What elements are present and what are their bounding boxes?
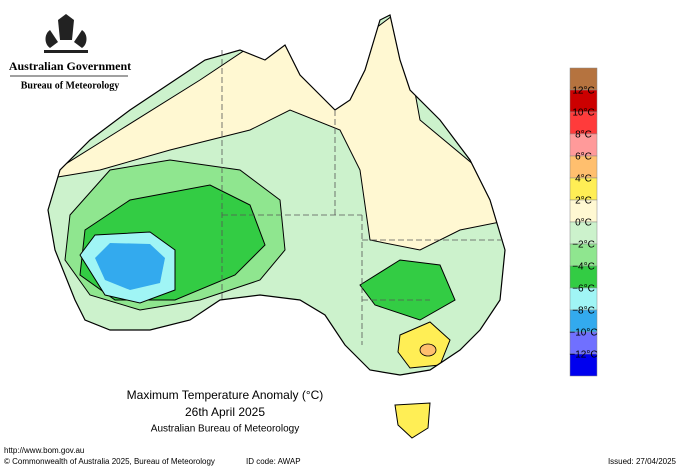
legend-swatch: [569, 353, 598, 377]
footer-url: http://www.bom.gov.au: [4, 446, 84, 455]
legend-label: 6°C: [575, 152, 592, 163]
legend-label: −4°C: [572, 262, 595, 273]
region-orange: [419, 343, 437, 357]
legend-label: 4°C: [575, 174, 592, 185]
agency-name: Bureau of Meteorology: [21, 80, 120, 91]
legend-label: 2°C: [575, 196, 592, 207]
footer-issued: Issued: 27/04/2025: [608, 457, 677, 466]
legend-label: −8°C: [572, 306, 595, 317]
legend-label: −12°C: [569, 350, 597, 361]
coastline: [47, 14, 506, 376]
state-borders: [221, 50, 505, 345]
region-green-southeast: [359, 259, 456, 321]
title-line-3: Australian Bureau of Meteorology: [151, 424, 299, 435]
footer-copyright: © Commonwealth of Australia 2025, Bureau…: [4, 457, 215, 466]
legend: 12°C 10°C 8°C 6°C 4°C 2°C 0°C −2°C −4°C −6°C −8°C −…: [569, 67, 598, 377]
legend-label: 8°C: [575, 130, 592, 141]
crest: [44, 14, 88, 53]
region-blue: [95, 243, 165, 290]
legend-label: 10°C: [572, 108, 594, 119]
government-name: Australian Government: [9, 59, 131, 73]
legend-label: −10°C: [569, 328, 597, 339]
title-line-2: 26th April 2025: [185, 405, 265, 419]
legend-label: 0°C: [575, 218, 592, 229]
legend-label: 12°C: [572, 86, 594, 97]
title-line-1: Maximum Temperature Anomaly (°C): [127, 388, 324, 402]
legend-label: −2°C: [572, 240, 595, 251]
tasmania: [394, 402, 431, 439]
legend-label: −6°C: [572, 284, 595, 295]
footer-id-code: ID code: AWAP: [246, 457, 301, 466]
